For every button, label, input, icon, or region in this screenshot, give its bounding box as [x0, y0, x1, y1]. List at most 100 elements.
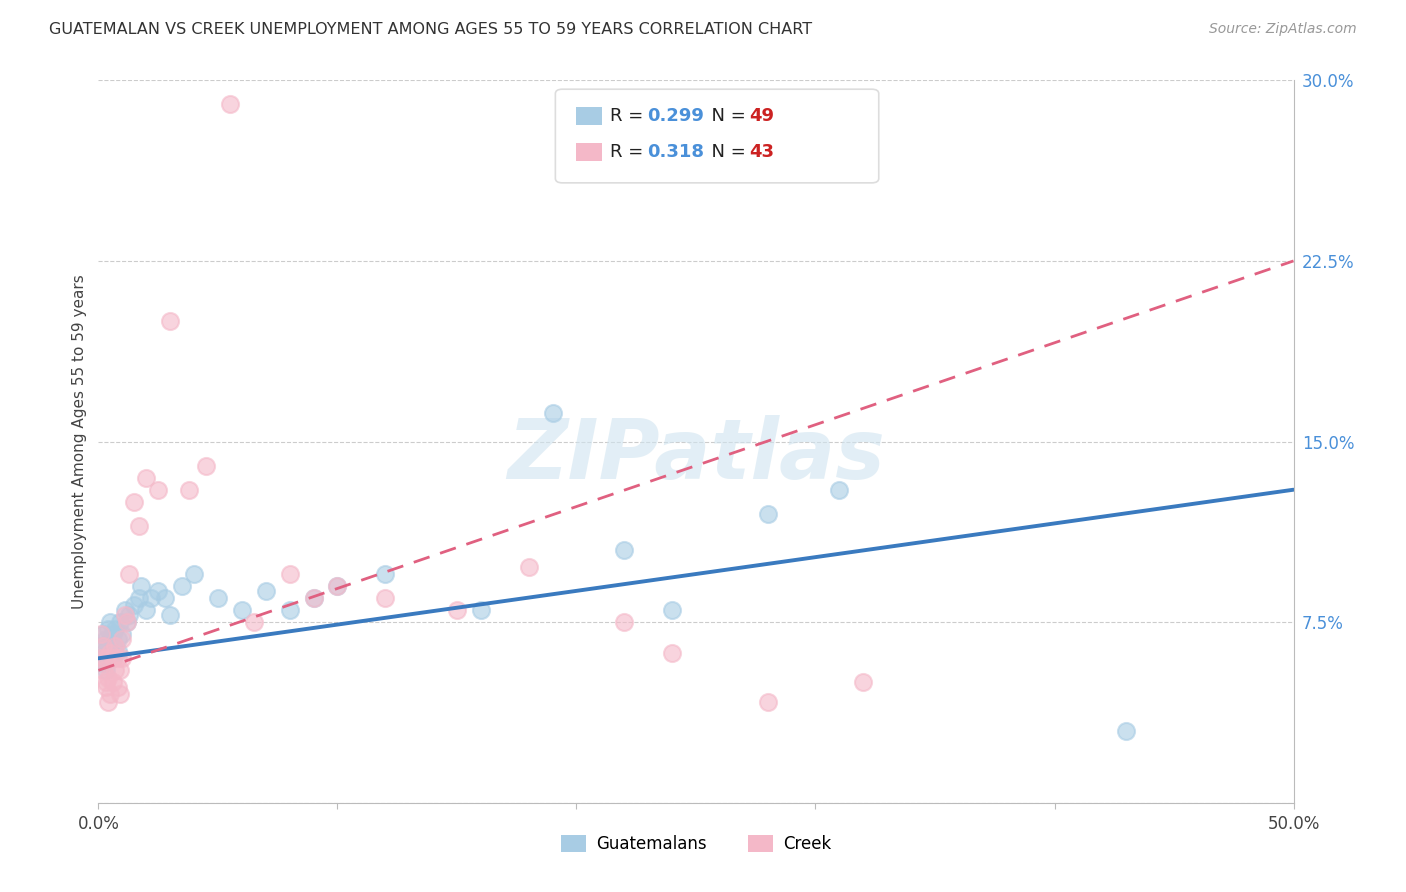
Point: [1115, 723, 1137, 738]
Point: [104, 623, 127, 637]
Point: [104, 664, 127, 678]
Point: [101, 627, 124, 641]
Text: R =: R =: [610, 143, 650, 161]
Point: [756, 695, 779, 709]
Point: [107, 632, 129, 646]
Point: [302, 591, 325, 605]
Point: [94, 651, 117, 665]
Point: [111, 651, 134, 665]
Point: [517, 559, 540, 574]
Point: [613, 615, 636, 630]
Point: [97, 639, 120, 653]
Point: [243, 615, 266, 630]
Point: [108, 687, 131, 701]
Point: [374, 567, 396, 582]
Point: [661, 603, 683, 617]
Point: [97, 623, 120, 637]
Point: [470, 603, 492, 617]
Point: [135, 470, 157, 484]
Point: [90, 651, 112, 665]
Point: [135, 603, 157, 617]
Point: [115, 615, 138, 630]
Point: [302, 591, 325, 605]
Point: [179, 483, 201, 497]
Point: [94, 664, 117, 678]
Text: GUATEMALAN VS CREEK UNEMPLOYMENT AMONG AGES 55 TO 59 YEARS CORRELATION CHART: GUATEMALAN VS CREEK UNEMPLOYMENT AMONG A…: [49, 22, 813, 37]
Point: [613, 542, 636, 557]
Point: [118, 567, 141, 582]
Point: [118, 607, 141, 622]
Text: Source: ZipAtlas.com: Source: ZipAtlas.com: [1209, 22, 1357, 37]
Text: 43: 43: [749, 143, 775, 161]
Point: [661, 647, 683, 661]
Point: [114, 603, 136, 617]
Point: [446, 603, 468, 617]
Point: [374, 591, 396, 605]
Point: [90, 627, 112, 641]
Point: [91, 664, 114, 678]
Point: [852, 675, 875, 690]
Point: [98, 632, 122, 646]
Y-axis label: Unemployment Among Ages 55 to 59 years: Unemployment Among Ages 55 to 59 years: [72, 274, 87, 609]
Point: [128, 591, 150, 605]
Point: [97, 695, 120, 709]
Point: [101, 651, 124, 665]
Point: [114, 607, 136, 622]
Point: [155, 591, 177, 605]
Text: ZIPatlas: ZIPatlas: [508, 416, 884, 497]
Point: [108, 615, 131, 630]
Point: [172, 579, 194, 593]
Point: [115, 615, 138, 630]
Point: [326, 579, 349, 593]
Point: [159, 314, 181, 328]
Point: [326, 579, 349, 593]
Text: N =: N =: [700, 143, 752, 161]
Text: 0.299: 0.299: [647, 107, 703, 125]
Point: [91, 656, 114, 670]
Text: R =: R =: [610, 107, 650, 125]
Point: [101, 675, 124, 690]
Point: [124, 599, 146, 613]
Point: [98, 687, 122, 701]
Point: [183, 567, 205, 582]
Point: [94, 675, 117, 690]
Point: [94, 651, 117, 665]
Text: N =: N =: [700, 107, 752, 125]
Point: [104, 639, 127, 653]
Point: [278, 603, 301, 617]
Point: [107, 651, 129, 665]
Point: [756, 507, 779, 521]
Point: [828, 483, 851, 497]
Point: [90, 651, 112, 665]
Point: [195, 458, 218, 473]
Point: [278, 567, 301, 582]
Point: [98, 615, 122, 630]
Point: [98, 647, 122, 661]
Point: [98, 651, 122, 665]
Point: [219, 97, 242, 112]
Point: [94, 680, 117, 694]
Point: [128, 518, 150, 533]
Point: [148, 483, 170, 497]
Point: [111, 627, 134, 641]
Point: [108, 664, 131, 678]
Point: [97, 644, 120, 658]
Point: [107, 644, 129, 658]
Text: 0.318: 0.318: [647, 143, 704, 161]
Point: [207, 591, 229, 605]
Point: [131, 579, 153, 593]
Point: [231, 603, 253, 617]
Legend: Guatemalans, Creek: Guatemalans, Creek: [554, 828, 838, 860]
Point: [101, 651, 124, 665]
Text: 49: 49: [749, 107, 775, 125]
Point: [91, 647, 114, 661]
Point: [97, 671, 120, 685]
Point: [139, 591, 162, 605]
Point: [159, 607, 181, 622]
Point: [94, 632, 117, 646]
Point: [104, 639, 127, 653]
Point: [124, 494, 146, 508]
Point: [111, 632, 134, 646]
Point: [107, 680, 129, 694]
Point: [90, 639, 112, 653]
